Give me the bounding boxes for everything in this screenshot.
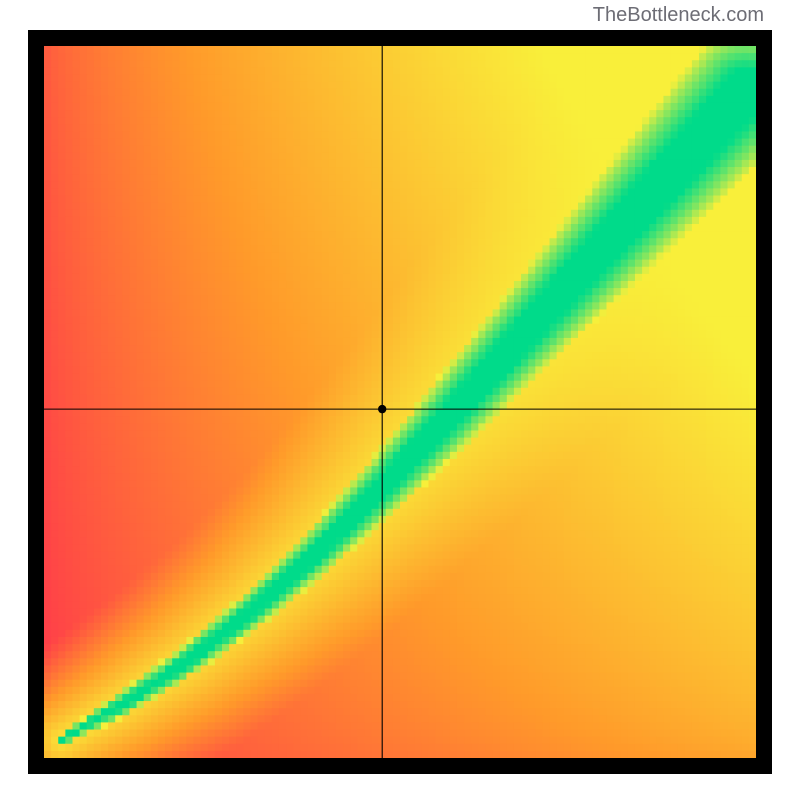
watermark-text: TheBottleneck.com — [593, 4, 764, 27]
bottleneck-heatmap — [44, 46, 756, 758]
chart-frame — [28, 30, 772, 774]
